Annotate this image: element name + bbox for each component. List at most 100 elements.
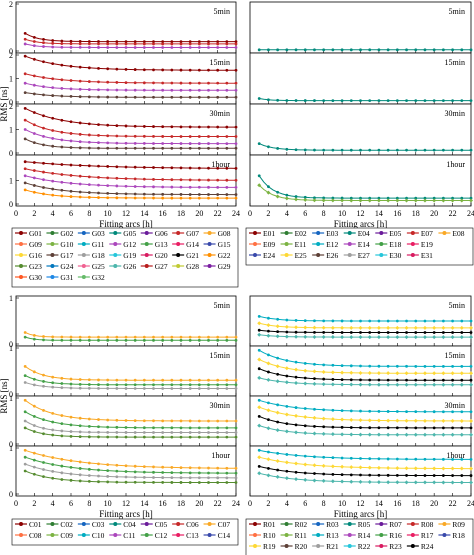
- series-point: [422, 335, 427, 340]
- x-tick-label: 14: [375, 209, 383, 218]
- series-point: [142, 165, 146, 169]
- series-point: [423, 474, 427, 477]
- legend-entry: G31: [60, 273, 73, 282]
- x-tick-label: 24: [232, 209, 240, 218]
- series-point: [23, 81, 27, 85]
- series-point: [133, 192, 137, 196]
- series-line: [25, 182, 236, 196]
- series-point: [51, 428, 55, 432]
- series-point: [294, 195, 298, 198]
- series-point: [340, 48, 344, 52]
- series-point: [266, 361, 271, 366]
- series-point: [294, 334, 299, 339]
- series-point: [179, 471, 183, 475]
- series-point: [42, 76, 45, 79]
- series-point: [386, 325, 391, 330]
- legend-entry: R02: [295, 520, 308, 529]
- series-line: [25, 168, 236, 181]
- series-line: [259, 143, 471, 151]
- series-point: [469, 371, 473, 376]
- series-point: [322, 196, 326, 200]
- series-point: [170, 40, 174, 43]
- series-point: [322, 319, 326, 323]
- series-line: [25, 82, 236, 91]
- legend-entry: G23: [29, 262, 42, 271]
- series-point: [460, 196, 464, 200]
- legend-entry: C04: [123, 520, 136, 529]
- series-point: [97, 164, 100, 168]
- legend-entry: R11: [295, 531, 307, 540]
- series-point: [207, 88, 210, 92]
- legend-marker: [176, 242, 181, 246]
- series-point: [124, 81, 128, 84]
- legend-marker: [113, 231, 118, 235]
- series-point: [133, 146, 137, 150]
- series-point: [469, 198, 473, 203]
- series-point: [179, 435, 183, 439]
- series-point: [152, 46, 155, 49]
- series-point: [432, 410, 436, 414]
- series-point: [359, 457, 362, 460]
- series-point: [349, 99, 353, 102]
- series-point: [441, 382, 446, 387]
- legend-entry: R14: [358, 531, 371, 540]
- legend-marker: [253, 242, 257, 246]
- series-point: [330, 417, 335, 422]
- series-point: [423, 364, 427, 368]
- series-point: [207, 146, 210, 150]
- series-point: [216, 88, 220, 92]
- series-point: [405, 474, 408, 477]
- legend-entry: R20: [295, 542, 308, 551]
- series-point: [459, 198, 464, 203]
- series-point: [42, 475, 45, 478]
- series-point: [294, 367, 299, 372]
- series-point: [97, 123, 100, 127]
- series-point: [124, 435, 128, 439]
- series-point: [349, 409, 353, 413]
- panel-label: 1hour: [446, 160, 465, 169]
- series-point: [51, 62, 55, 66]
- series-point: [60, 194, 64, 198]
- series-point: [60, 434, 64, 438]
- series-point: [234, 178, 238, 182]
- series-point: [404, 371, 409, 376]
- legend-entry: E11: [295, 240, 307, 249]
- legend-marker: [410, 242, 415, 246]
- series-point: [404, 325, 409, 330]
- series-point: [322, 48, 326, 52]
- series-line: [258, 349, 471, 367]
- series-point: [78, 95, 82, 99]
- series-point: [97, 46, 100, 49]
- legend-marker: [113, 253, 118, 257]
- series-point: [23, 331, 27, 334]
- series-point: [179, 476, 183, 480]
- legend-marker: [50, 264, 55, 268]
- series-point: [69, 45, 73, 49]
- legend-entry: R19: [263, 542, 276, 551]
- series-point: [152, 142, 155, 145]
- series-point: [322, 363, 326, 367]
- series-point: [60, 478, 64, 481]
- series-point: [188, 387, 192, 390]
- series-point: [423, 426, 427, 430]
- legend-marker: [144, 231, 149, 235]
- series-point: [87, 417, 91, 421]
- x-tick-label: 14: [375, 499, 383, 508]
- series-line: [24, 420, 236, 433]
- series-line: [259, 329, 471, 333]
- series-point: [284, 429, 289, 434]
- series-point: [441, 457, 445, 461]
- series-point: [294, 148, 298, 152]
- series-point: [414, 319, 418, 323]
- series-point: [32, 132, 36, 135]
- series-line: [25, 92, 236, 98]
- legend-entry: R17: [421, 531, 434, 540]
- series-point: [87, 88, 91, 91]
- legend-marker: [316, 522, 321, 526]
- series-point: [133, 88, 137, 92]
- series-point: [395, 473, 399, 477]
- series-point: [225, 481, 229, 484]
- series-point: [97, 88, 100, 92]
- series-point: [32, 337, 36, 341]
- series-point: [216, 185, 220, 189]
